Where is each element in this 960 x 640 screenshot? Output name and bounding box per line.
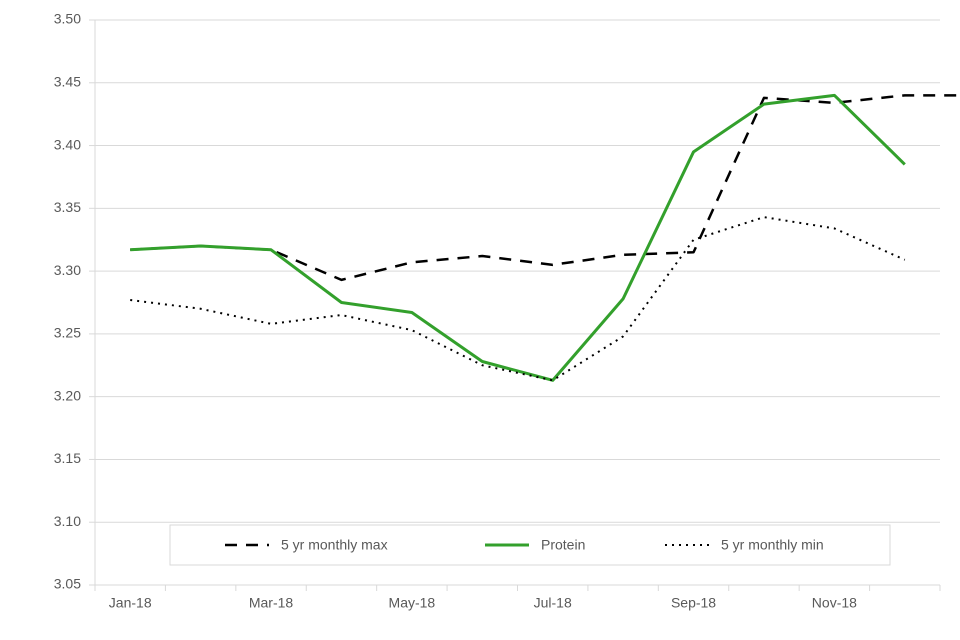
x-tick-label: May-18 — [389, 594, 436, 610]
legend-label-max: 5 yr monthly max — [281, 537, 388, 553]
y-tick-label: 3.40 — [54, 136, 81, 152]
y-tick-label: 3.10 — [54, 513, 81, 529]
legend-label-min: 5 yr monthly min — [721, 537, 824, 553]
y-tick-label: 3.35 — [54, 199, 81, 215]
y-tick-label: 3.30 — [54, 262, 81, 278]
x-tick-label: Jan-18 — [109, 594, 152, 610]
y-tick-label: 3.15 — [54, 450, 81, 466]
x-tick-label: Nov-18 — [812, 594, 857, 610]
x-tick-label: Jul-18 — [534, 594, 572, 610]
y-tick-label: 3.45 — [54, 73, 81, 89]
y-tick-label: 3.50 — [54, 11, 81, 27]
x-tick-label: Mar-18 — [249, 594, 294, 610]
x-tick-label: Sep-18 — [671, 594, 716, 610]
y-tick-label: 3.20 — [54, 387, 81, 403]
y-tick-label: 3.25 — [54, 325, 81, 341]
line-chart: 3.05 3.10 3.15 3.20 3.25 3.30 3.35 3.40 3.45 3.50… — [0, 0, 960, 640]
legend-label-protein: Protein — [541, 537, 585, 553]
y-tick-label: 3.05 — [54, 576, 81, 592]
